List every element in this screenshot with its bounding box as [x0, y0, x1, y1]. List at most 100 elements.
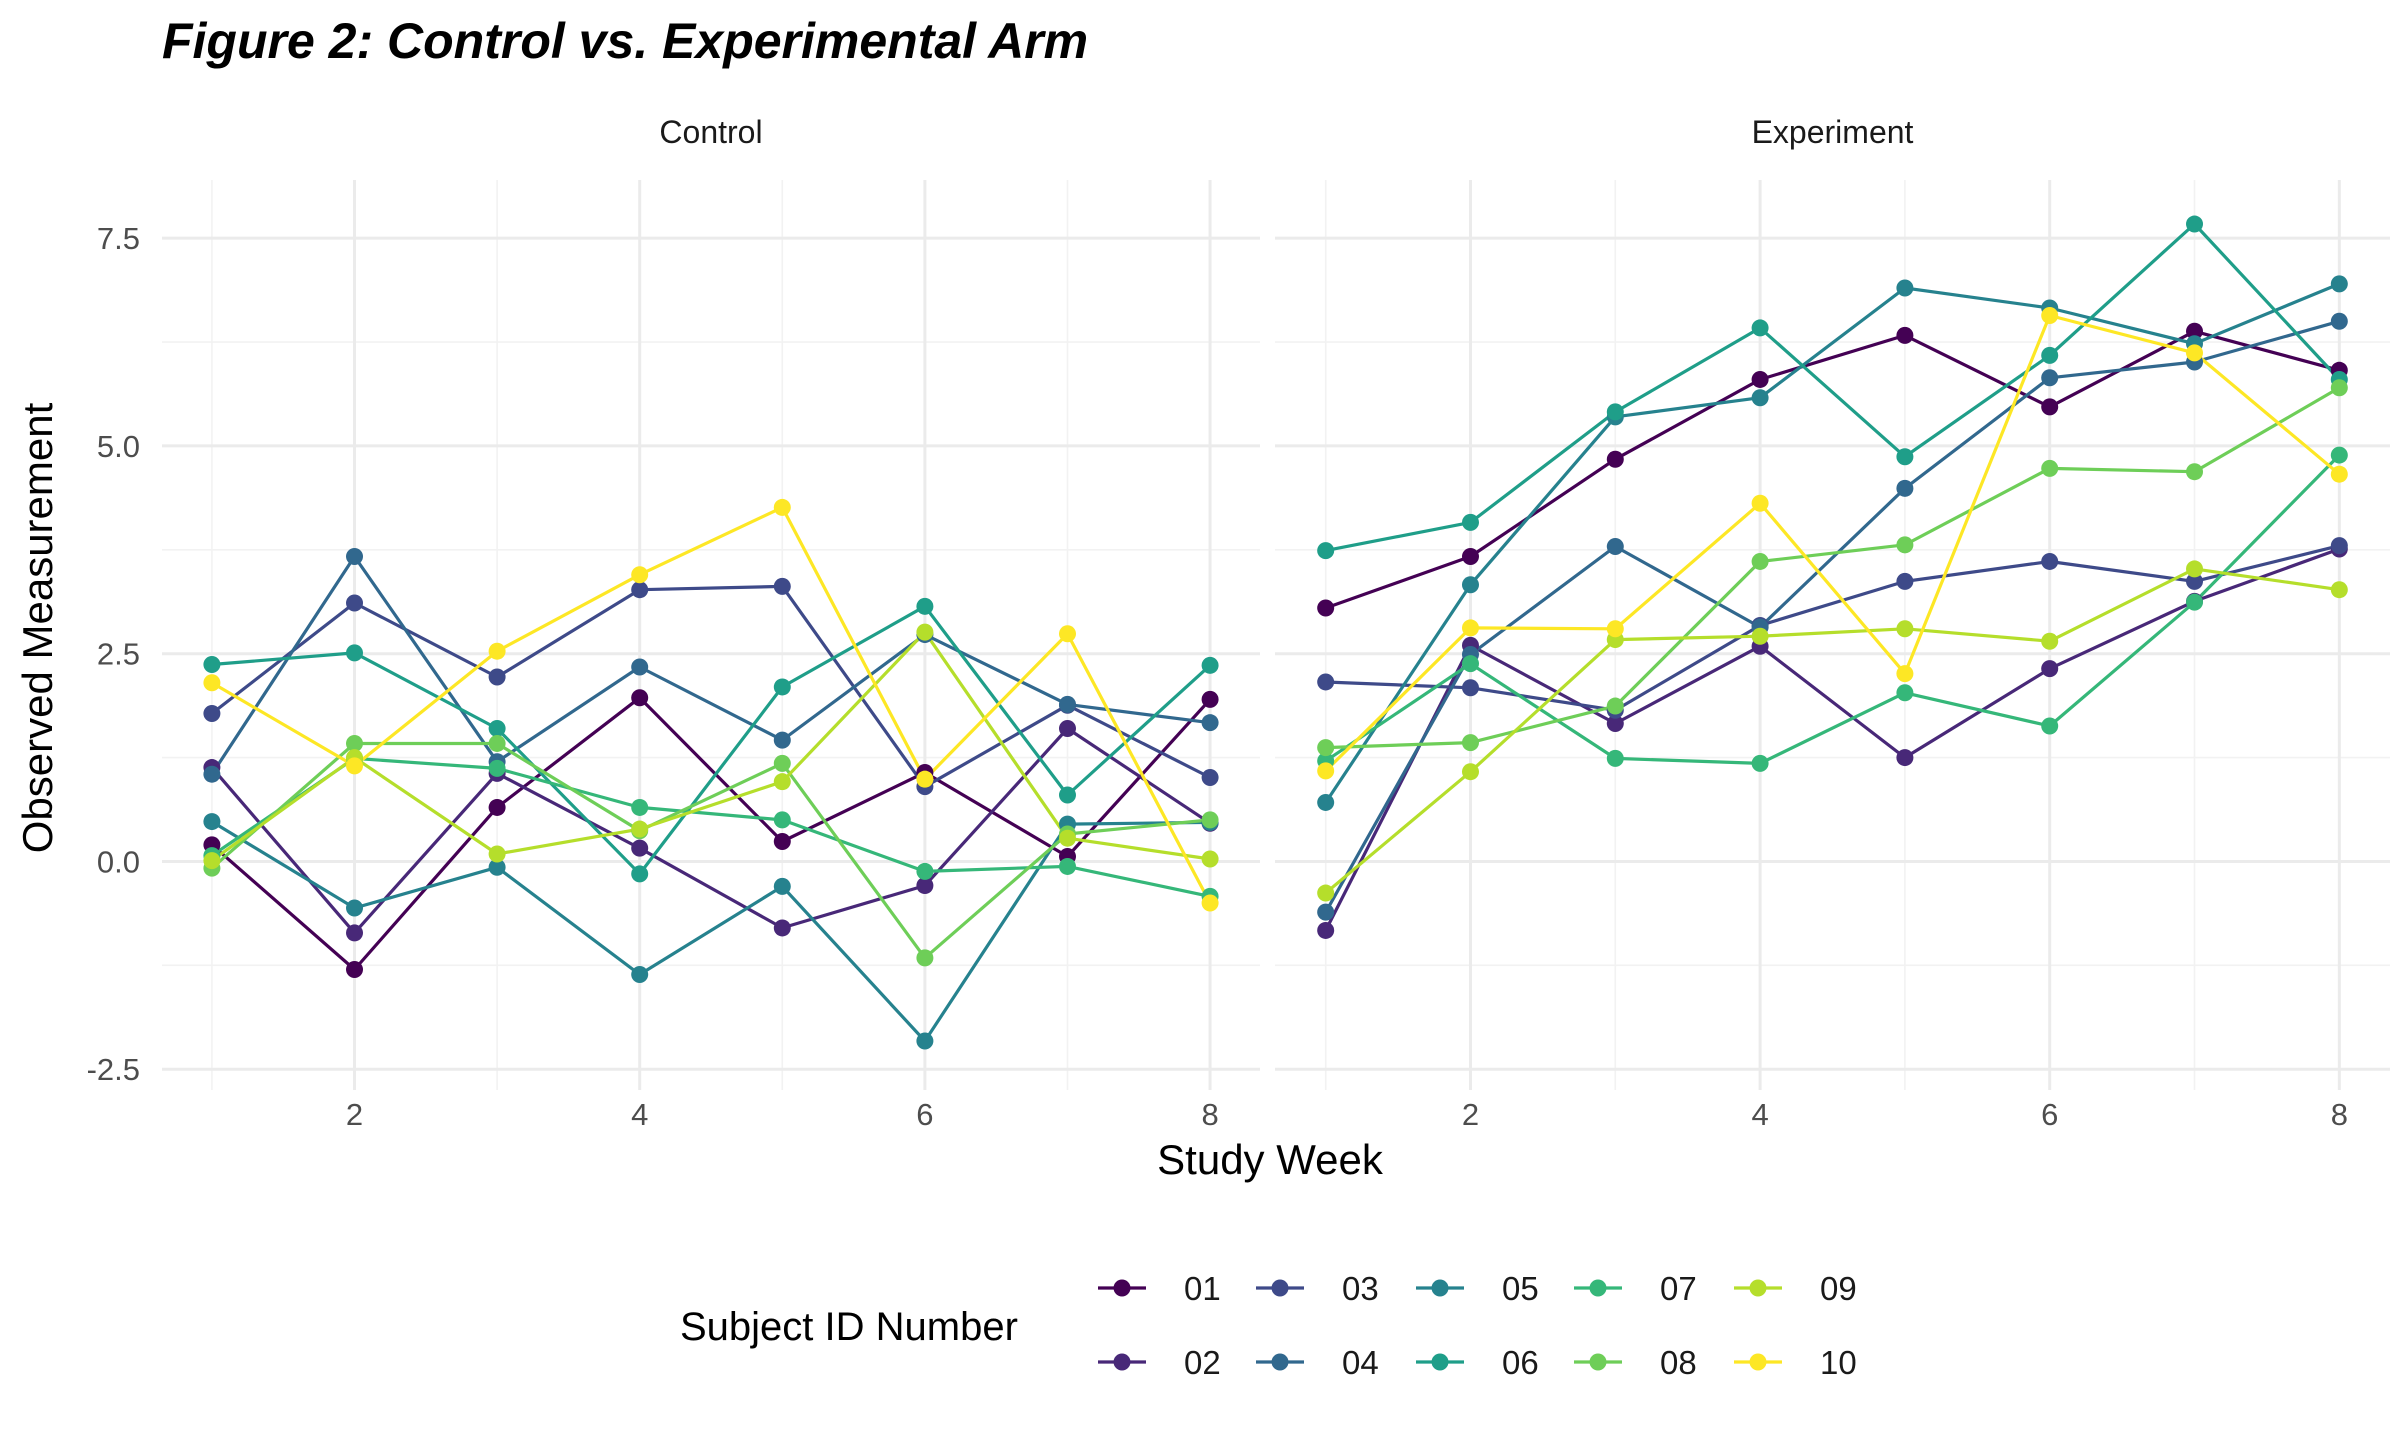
data-point-09 [2041, 632, 2059, 650]
y-tick-label: 2.5 [97, 637, 140, 672]
data-point-06 [916, 597, 934, 615]
legend-item-07: 07 [1574, 1270, 1697, 1307]
legend-label: 03 [1342, 1270, 1379, 1307]
data-point-09 [2186, 560, 2204, 578]
data-point-08 [1201, 811, 1219, 829]
data-point-04 [346, 547, 364, 565]
data-point-10 [2330, 465, 2348, 483]
legend-label: 02 [1184, 1344, 1221, 1381]
data-point-03 [488, 668, 506, 686]
data-point-04 [773, 731, 791, 749]
legend-item-05: 05 [1416, 1270, 1539, 1307]
data-point-07 [2330, 446, 2348, 464]
data-point-07 [916, 862, 934, 880]
legend-item-03: 03 [1256, 1270, 1379, 1307]
chart-title: Figure 2: Control vs. Experimental Arm [162, 13, 1088, 69]
data-point-10 [1461, 619, 1479, 637]
data-point-10 [488, 642, 506, 660]
series-line-03 [210, 584, 1211, 789]
data-point-08 [1317, 739, 1335, 757]
series-line-09 [210, 630, 1211, 862]
series-line-10 [1324, 313, 2341, 773]
data-point-05 [1751, 389, 1769, 407]
legend-key-point [1589, 1353, 1607, 1371]
data-point-05 [203, 813, 221, 831]
legend-item-08: 08 [1574, 1344, 1697, 1381]
x-tick-label: 8 [2331, 1097, 2348, 1132]
data-point-04 [631, 658, 649, 676]
data-point-07 [1058, 857, 1076, 875]
data-point-06 [1896, 448, 1914, 466]
series-line-07 [210, 756, 1211, 898]
data-point-05 [916, 1032, 934, 1050]
data-point-06 [1751, 319, 1769, 337]
data-point-10 [2041, 306, 2059, 324]
data-point-01 [631, 689, 649, 707]
data-point-09 [1896, 620, 1914, 638]
data-point-10 [1058, 625, 1076, 643]
data-point-03 [2330, 537, 2348, 555]
data-point-01 [773, 833, 791, 851]
data-point-08 [2330, 379, 2348, 397]
data-point-10 [1751, 494, 1769, 512]
legend-label: 05 [1502, 1270, 1539, 1307]
facet-label: Experiment [1752, 114, 1914, 150]
data-point-08 [1896, 536, 1914, 554]
y-tick-label: 0.0 [97, 844, 140, 879]
data-point-06 [1058, 786, 1076, 804]
legend-label: 08 [1660, 1344, 1697, 1381]
data-point-06 [488, 719, 506, 737]
data-point-01 [1317, 599, 1335, 617]
data-point-09 [1461, 763, 1479, 781]
data-point-05 [346, 899, 364, 917]
data-point-05 [1461, 576, 1479, 594]
data-point-03 [2041, 552, 2059, 570]
x-tick-label: 2 [346, 1097, 363, 1132]
data-point-09 [1751, 627, 1769, 645]
data-point-03 [1461, 679, 1479, 697]
data-point-09 [916, 623, 934, 641]
data-point-10 [1201, 894, 1219, 912]
data-point-06 [2186, 215, 2204, 233]
data-point-07 [2186, 593, 2204, 611]
legend-label: 09 [1820, 1270, 1857, 1307]
data-point-10 [346, 757, 364, 775]
x-tick-label: 6 [916, 1097, 933, 1132]
series-line-04 [1324, 319, 2340, 913]
legend-label: 04 [1342, 1344, 1379, 1381]
data-point-05 [1896, 279, 1914, 297]
data-point-07 [1896, 684, 1914, 702]
x-axis-title: Study Week [1157, 1136, 1384, 1183]
legend-key-point [1271, 1353, 1289, 1371]
data-point-04 [1058, 695, 1076, 713]
data-point-04 [2330, 312, 2348, 330]
data-point-06 [2041, 346, 2059, 364]
legend-item-04: 04 [1256, 1344, 1379, 1381]
legend-key-point [1113, 1279, 1131, 1297]
data-point-05 [773, 877, 791, 895]
legend-item-01: 01 [1098, 1270, 1221, 1307]
data-point-01 [1751, 370, 1769, 388]
series-line-01 [1325, 329, 2340, 610]
data-point-08 [916, 949, 934, 967]
data-point-03 [2186, 572, 2204, 590]
data-point-07 [2041, 717, 2059, 735]
y-axis: -2.5 0.0 2.5 5.0 7.5 [87, 221, 140, 1087]
data-point-09 [1058, 829, 1076, 847]
legend: Subject ID Number 01 02 03 04 05 06 07 08 09 10 [680, 1270, 1857, 1381]
facet-label: Control [659, 114, 762, 150]
data-point-09 [203, 852, 221, 870]
data-point-06 [631, 865, 649, 883]
x-tick-label: 6 [2041, 1097, 2058, 1132]
data-point-06 [1201, 656, 1219, 674]
data-point-06 [203, 656, 221, 674]
data-point-09 [773, 773, 791, 791]
data-point-03 [346, 594, 364, 612]
data-point-04 [1896, 479, 1914, 497]
data-point-10 [1896, 665, 1914, 683]
data-point-06 [346, 644, 364, 662]
legend-label: 07 [1660, 1270, 1697, 1307]
data-point-01 [1606, 450, 1624, 468]
legend-key-point [1749, 1279, 1767, 1297]
y-tick-label: 7.5 [97, 221, 140, 256]
